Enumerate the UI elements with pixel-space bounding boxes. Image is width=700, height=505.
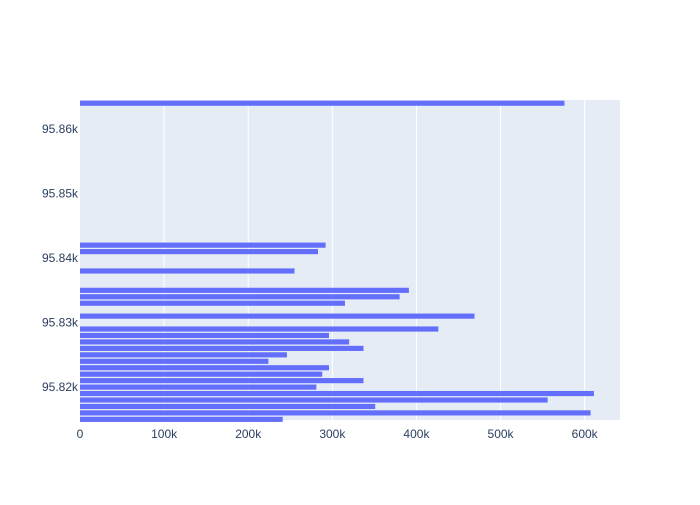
bar[interactable]: [80, 365, 329, 371]
x-tick-label: 300k: [319, 427, 346, 441]
x-tick-label: 500k: [488, 427, 515, 441]
bars: [80, 100, 594, 422]
bar[interactable]: [80, 371, 323, 377]
bar[interactable]: [80, 300, 345, 306]
y-tick-label: 95.85k: [42, 187, 79, 201]
bar[interactable]: [80, 313, 475, 319]
bar[interactable]: [80, 287, 409, 293]
bar[interactable]: [80, 339, 350, 345]
bar[interactable]: [80, 352, 287, 358]
bar[interactable]: [80, 242, 326, 248]
bar[interactable]: [80, 397, 548, 403]
x-axis-ticks: 0 100k 200k 300k 400k 500k 600k: [77, 427, 599, 441]
bar[interactable]: [80, 345, 364, 351]
y-tick-label: 95.86k: [42, 122, 79, 136]
y-tick-label: 95.82k: [42, 380, 79, 394]
bar[interactable]: [80, 403, 376, 410]
bar[interactable]: [80, 410, 591, 416]
bar[interactable]: [80, 390, 594, 397]
y-axis-ticks: 95.82k 95.83k 95.84k 95.85k 95.86k: [42, 122, 79, 394]
bar[interactable]: [80, 100, 565, 106]
x-tick-label: 0: [77, 427, 84, 441]
x-tick-label: 600k: [572, 427, 599, 441]
bar[interactable]: [80, 268, 295, 274]
bar[interactable]: [80, 326, 439, 332]
y-tick-label: 95.84k: [42, 251, 79, 265]
gridlines: [163, 100, 586, 420]
bar[interactable]: [80, 378, 364, 384]
bar[interactable]: [80, 384, 317, 390]
x-tick-label: 400k: [403, 427, 430, 441]
bar[interactable]: [80, 332, 329, 339]
x-tick-label: 200k: [235, 427, 262, 441]
x-tick-label: 100k: [151, 427, 178, 441]
bar[interactable]: [80, 416, 283, 422]
bar[interactable]: [80, 249, 319, 255]
y-tick-label: 95.83k: [42, 316, 79, 330]
bar[interactable]: [80, 294, 400, 300]
bar[interactable]: [80, 358, 269, 364]
